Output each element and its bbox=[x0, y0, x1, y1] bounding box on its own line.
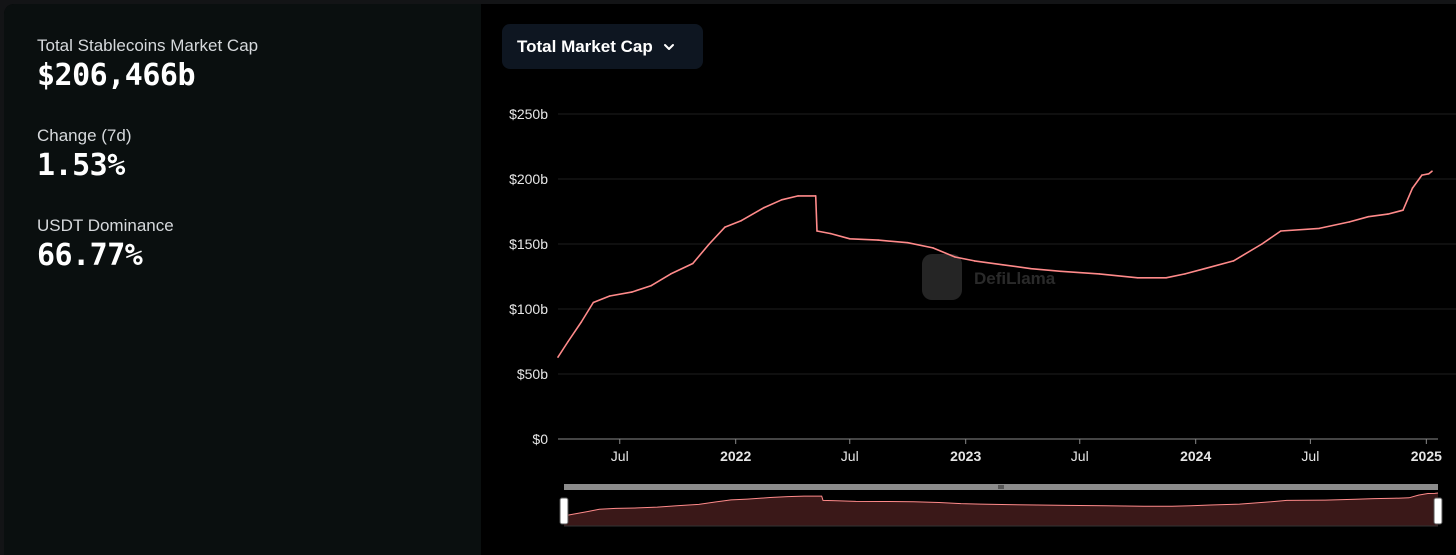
y-tick-label: $250b bbox=[509, 106, 548, 122]
dominance-value: 66.77% bbox=[37, 238, 143, 273]
data-point bbox=[877, 239, 879, 241]
x-tick-label: 2025 bbox=[1411, 448, 1442, 464]
data-point bbox=[1428, 173, 1430, 175]
data-point bbox=[1030, 267, 1033, 270]
brush-line bbox=[563, 492, 1439, 517]
x-tick-label: Jul bbox=[611, 448, 629, 464]
x-tick-label: 2022 bbox=[720, 448, 751, 464]
data-point bbox=[608, 295, 611, 297]
series-line bbox=[557, 170, 1433, 358]
data-point bbox=[1002, 264, 1004, 266]
data-point bbox=[797, 195, 799, 197]
data-point bbox=[973, 260, 976, 262]
data-point bbox=[740, 219, 743, 222]
data-point bbox=[567, 340, 569, 343]
data-point bbox=[708, 243, 711, 245]
data-point bbox=[814, 195, 817, 197]
data-point bbox=[1367, 215, 1370, 218]
data-point bbox=[1411, 187, 1414, 189]
data-point bbox=[1098, 273, 1101, 275]
y-tick-label: $0 bbox=[532, 431, 548, 447]
dominance-label: USDT Dominance bbox=[37, 216, 174, 235]
data-point bbox=[1232, 260, 1235, 262]
data-point bbox=[1348, 221, 1351, 223]
data-point bbox=[692, 262, 694, 265]
dropdown-label: Total Market Cap bbox=[517, 36, 653, 56]
brush-handle[interactable] bbox=[1433, 497, 1443, 525]
x-tick-label: 2024 bbox=[1180, 448, 1211, 464]
data-point bbox=[1402, 209, 1404, 211]
change-value: 1.53% bbox=[37, 148, 125, 183]
defillama-watermark: DefiLlama bbox=[922, 254, 1056, 300]
x-tick-label: 2023 bbox=[950, 448, 981, 464]
data-point bbox=[1431, 170, 1433, 172]
x-tick-label: Jul bbox=[1071, 448, 1089, 464]
market-cap-value: $206,466b bbox=[37, 58, 196, 93]
data-point bbox=[1184, 273, 1186, 275]
data-point bbox=[1136, 277, 1139, 279]
data-point bbox=[816, 230, 818, 232]
data-point bbox=[1165, 277, 1167, 279]
change-label: Change (7d) bbox=[37, 126, 132, 145]
y-tick-label: $50b bbox=[517, 366, 548, 382]
brush-area bbox=[564, 493, 1438, 526]
data-point bbox=[906, 241, 909, 244]
data-point bbox=[630, 291, 633, 293]
brush-handle[interactable] bbox=[559, 497, 569, 525]
data-point bbox=[780, 199, 783, 201]
y-tick-label: $100b bbox=[509, 301, 548, 317]
chevron-down-icon bbox=[663, 43, 674, 50]
y-tick-label: $150b bbox=[509, 236, 548, 252]
app-frame: Total Stablecoins Market Cap $206,466b C… bbox=[4, 4, 1456, 555]
data-point bbox=[763, 206, 765, 209]
data-point bbox=[1261, 243, 1263, 245]
stats-panel: Total Stablecoins Market Cap $206,466b C… bbox=[4, 4, 481, 555]
data-point bbox=[669, 273, 672, 275]
data-point bbox=[1060, 270, 1062, 273]
chart-type-dropdown[interactable]: Total Market Cap bbox=[502, 24, 703, 69]
watermark-text: DefiLlama bbox=[974, 269, 1056, 288]
x-tick-label: Jul bbox=[1301, 448, 1319, 464]
llama-logo-icon bbox=[922, 254, 962, 300]
data-point bbox=[848, 238, 851, 240]
data-point bbox=[1421, 174, 1423, 176]
market-cap-chart: $0 $50b $100b $150b $200b $250b Jul 2022 Jul 2023… bbox=[509, 106, 1456, 527]
data-point bbox=[954, 256, 956, 258]
data-point bbox=[592, 301, 595, 304]
data-point bbox=[1203, 267, 1206, 270]
data-point bbox=[932, 247, 934, 249]
data-point bbox=[830, 232, 832, 235]
data-point bbox=[580, 321, 583, 323]
y-tick-label: $200b bbox=[509, 171, 548, 187]
x-tick-label: Jul bbox=[841, 448, 859, 464]
market-cap-label: Total Stablecoins Market Cap bbox=[37, 36, 259, 55]
data-point bbox=[1279, 230, 1282, 232]
data-point bbox=[557, 356, 559, 358]
brush-grip-icon bbox=[998, 485, 1004, 489]
data-point bbox=[724, 226, 726, 228]
data-point bbox=[1387, 213, 1389, 215]
data-point bbox=[1318, 227, 1321, 230]
data-point bbox=[650, 284, 653, 287]
